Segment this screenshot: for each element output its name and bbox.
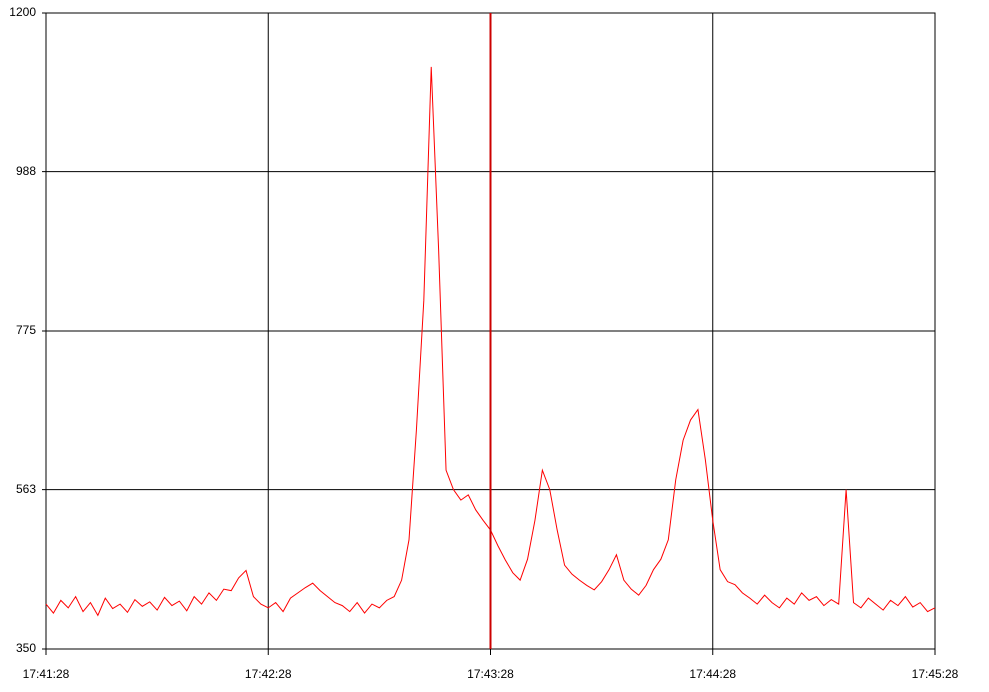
x-tick-label: 17:43:28 <box>467 667 514 681</box>
y-tick-label: 1200 <box>9 5 36 19</box>
y-tick-label: 775 <box>16 323 36 337</box>
x-tick-label: 17:45:28 <box>912 667 959 681</box>
y-tick-label: 350 <box>16 641 36 655</box>
y-tick-label: 988 <box>16 164 36 178</box>
y-tick-label: 563 <box>16 482 36 496</box>
x-tick-label: 17:41:28 <box>23 667 70 681</box>
x-tick-label: 17:42:28 <box>245 667 292 681</box>
x-tick-label: 17:44:28 <box>689 667 736 681</box>
